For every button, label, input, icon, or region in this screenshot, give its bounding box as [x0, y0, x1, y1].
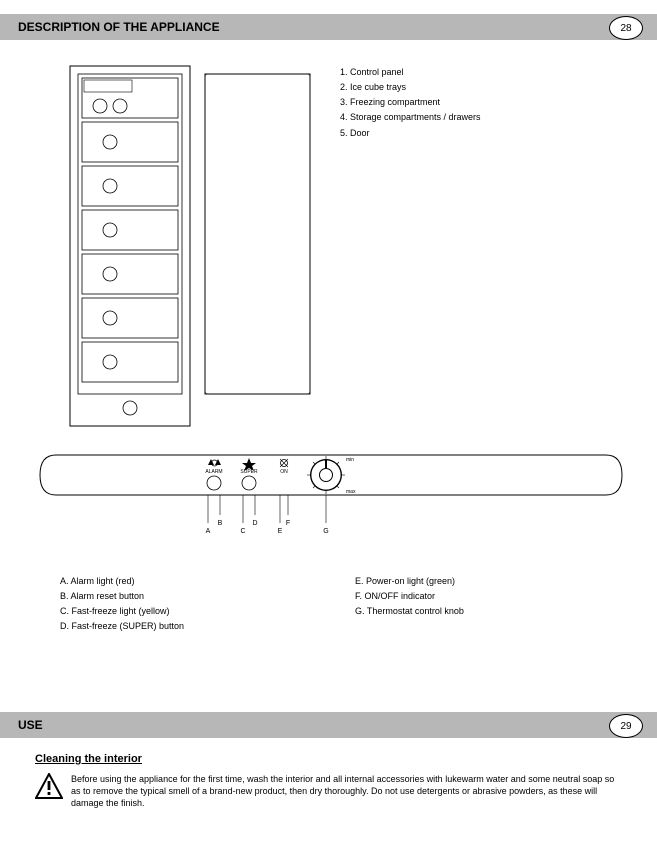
- legend-item-3: 3. Freezing compartment: [340, 96, 625, 108]
- section-bar-2: [0, 712, 657, 738]
- warning-icon: [35, 773, 63, 799]
- panel-legend: A. Alarm light (red) B. Alarm reset butt…: [60, 575, 620, 636]
- panel-label-max: max: [346, 489, 356, 495]
- panel-label-on: ON: [280, 469, 288, 475]
- section-2-title: USE: [18, 718, 43, 732]
- control-panel-figure: ALARM SUPER ON: [36, 445, 626, 565]
- panel-legend-b: B. Alarm reset button: [60, 590, 325, 602]
- panel-label-super: SUPER: [240, 469, 258, 475]
- legend-item-4: 4. Storage compartments / drawers: [340, 111, 625, 123]
- panel-legend-d: D. Fast-freeze (SUPER) button: [60, 620, 325, 632]
- panel-callout-d: D: [252, 520, 257, 527]
- legend-item-1: 1. Control panel: [340, 66, 625, 78]
- legend-item-2: 2. Ice cube trays: [340, 81, 625, 93]
- figure1-legend: 1. Control panel 2. Ice cube trays 3. Fr…: [340, 66, 625, 142]
- use-section: Cleaning the interior Before using the a…: [35, 752, 625, 809]
- use-warning-text: Before using the appliance for the first…: [71, 773, 625, 809]
- section-1-title: DESCRIPTION OF THE APPLIANCE: [18, 20, 220, 34]
- panel-legend-a: A. Alarm light (red): [60, 575, 325, 587]
- panel-callout-e: E: [278, 528, 283, 535]
- page-badge-1: 28: [609, 16, 643, 40]
- panel-legend-c: C. Fast-freeze light (yellow): [60, 605, 325, 617]
- panel-legend-e: E. Power-on light (green): [355, 575, 620, 587]
- appliance-figure: [60, 56, 320, 436]
- panel-legend-f: F. ON/OFF indicator: [355, 590, 620, 602]
- panel-callout-a: A: [206, 528, 211, 535]
- panel-callout-b: B: [218, 520, 223, 527]
- panel-legend-g: G. Thermostat control knob: [355, 605, 620, 617]
- panel-callout-f: F: [286, 520, 290, 527]
- page-number-1: 28: [620, 23, 631, 34]
- panel-label-min: min: [346, 457, 354, 463]
- page-number-2: 29: [620, 721, 631, 732]
- page-badge-2: 29: [609, 714, 643, 738]
- panel-callout-c: C: [240, 528, 245, 535]
- legend-item-5: 5. Door: [340, 127, 625, 139]
- panel-callout-g: G: [323, 528, 328, 535]
- use-heading: Cleaning the interior: [35, 752, 625, 767]
- panel-label-alarm: ALARM: [205, 469, 222, 475]
